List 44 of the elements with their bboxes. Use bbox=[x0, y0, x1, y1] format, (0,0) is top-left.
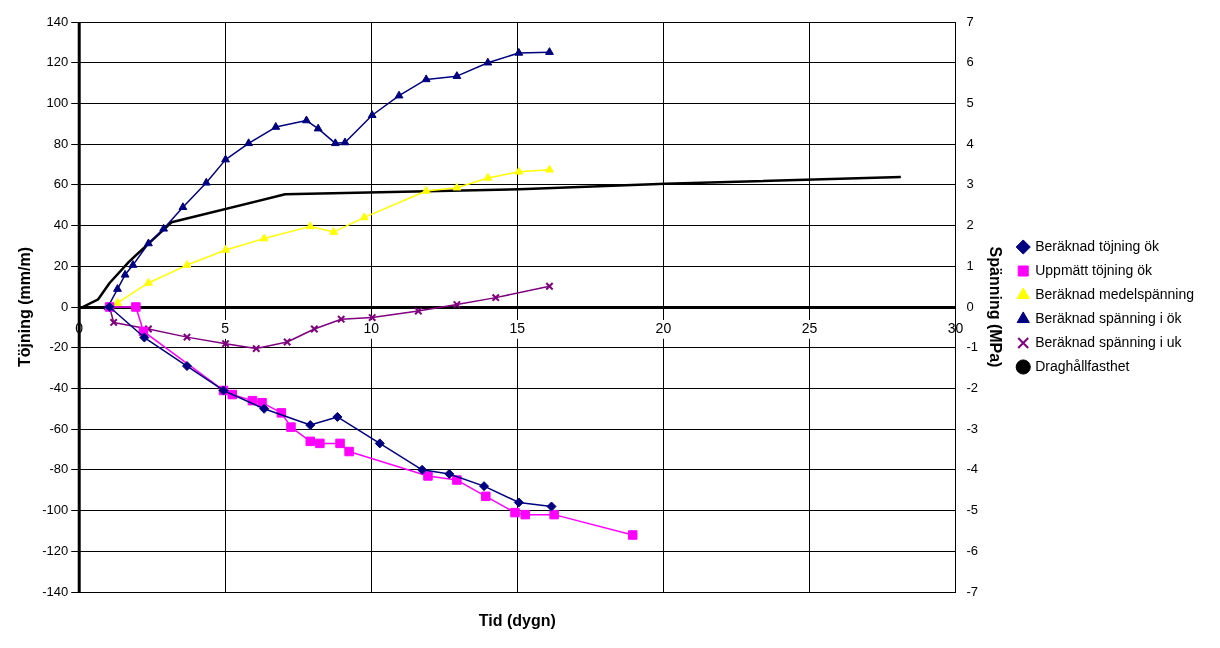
y-tick-label: -40 bbox=[49, 380, 69, 396]
x-axis-title: Tid (dygn) bbox=[478, 612, 556, 630]
x-tick-label: 15 bbox=[509, 320, 526, 337]
y-tick-label: 60 bbox=[53, 176, 69, 192]
y2-tick-label: -4 bbox=[966, 461, 979, 477]
y2-tick-label: -3 bbox=[966, 420, 979, 436]
y2-axis-title: Spänning (MPa) bbox=[987, 246, 1005, 368]
y2-tick-label: -2 bbox=[966, 380, 979, 396]
y2-tick-label: -7 bbox=[966, 583, 979, 599]
y-tick-label: -100 bbox=[42, 502, 69, 518]
y2-tick-label: 5 bbox=[966, 95, 974, 111]
legend-label: Draghållfasthet bbox=[1035, 357, 1130, 374]
y2-tick-label: 1 bbox=[966, 257, 974, 273]
y2-tick-label: -5 bbox=[966, 502, 979, 518]
y-tick-label: -140 bbox=[42, 583, 69, 599]
y2-tick-label: 4 bbox=[966, 135, 974, 151]
legend-label: Uppmätt töjning ök bbox=[1035, 261, 1153, 278]
y-tick-label: -120 bbox=[42, 542, 69, 558]
legend-label: Beräknad medelspänning bbox=[1035, 285, 1194, 302]
x-tick-label: 25 bbox=[801, 320, 818, 337]
y-tick-label: 20 bbox=[53, 257, 69, 273]
y2-tick-label: 0 bbox=[966, 298, 974, 314]
y2-tick-label: -6 bbox=[966, 542, 979, 558]
y-axis-title: Töjning (mm/m) bbox=[16, 247, 34, 367]
y-tick-label: 120 bbox=[46, 54, 69, 70]
y-tick-label: 140 bbox=[46, 13, 69, 29]
legend-label: Beräknad spänning i uk bbox=[1035, 333, 1183, 350]
y2-tick-label: 6 bbox=[966, 54, 974, 70]
x-tick-label: 5 bbox=[221, 320, 230, 337]
x-tick-label: 10 bbox=[363, 320, 380, 337]
y2-tick-label: 7 bbox=[966, 13, 974, 29]
legend-label: Beräknad spänning i ök bbox=[1035, 309, 1183, 326]
x-tick-label: 20 bbox=[655, 320, 672, 337]
legend-label: Beräknad töjning ök bbox=[1035, 237, 1160, 254]
y2-tick-label: 2 bbox=[966, 217, 974, 233]
y-tick-label: -60 bbox=[49, 420, 69, 436]
y-tick-label: -80 bbox=[49, 461, 69, 477]
y-tick-label: 0 bbox=[60, 298, 69, 314]
y-tick-label: 40 bbox=[53, 217, 69, 233]
y-tick-label: 80 bbox=[53, 135, 69, 151]
y-tick-label: 100 bbox=[46, 95, 69, 111]
y2-tick-label: 3 bbox=[966, 176, 974, 192]
y-tick-label: -20 bbox=[49, 339, 69, 355]
y2-tick-label: -1 bbox=[966, 339, 979, 355]
